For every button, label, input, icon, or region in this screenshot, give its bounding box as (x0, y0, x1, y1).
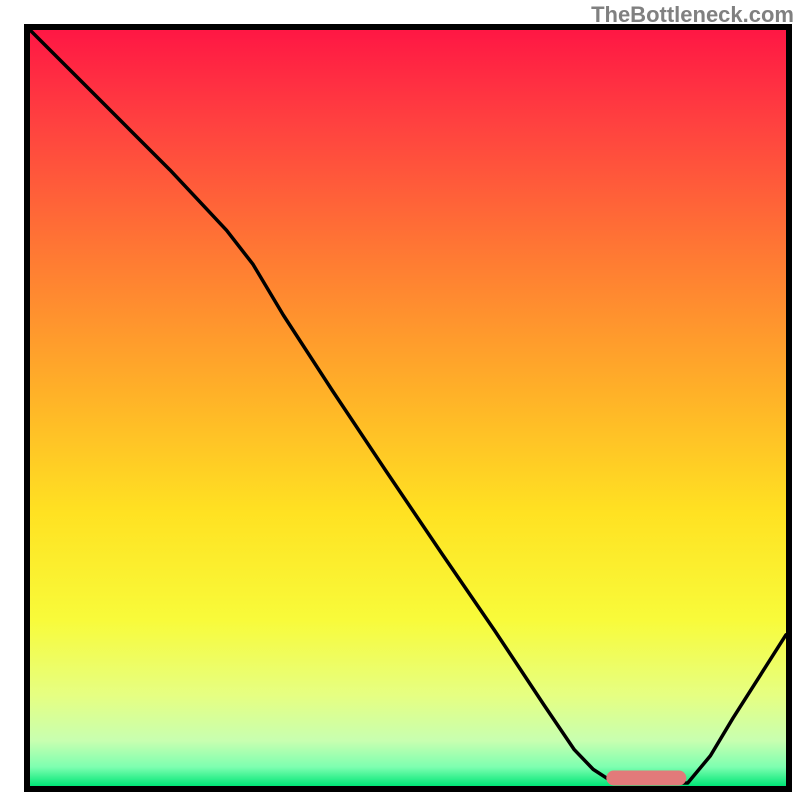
chart-container: TheBottleneck.com (0, 0, 800, 800)
optimal-marker (606, 771, 685, 786)
plot-area (30, 30, 786, 786)
watermark-text: TheBottleneck.com (591, 2, 794, 28)
gradient-background (30, 30, 786, 786)
